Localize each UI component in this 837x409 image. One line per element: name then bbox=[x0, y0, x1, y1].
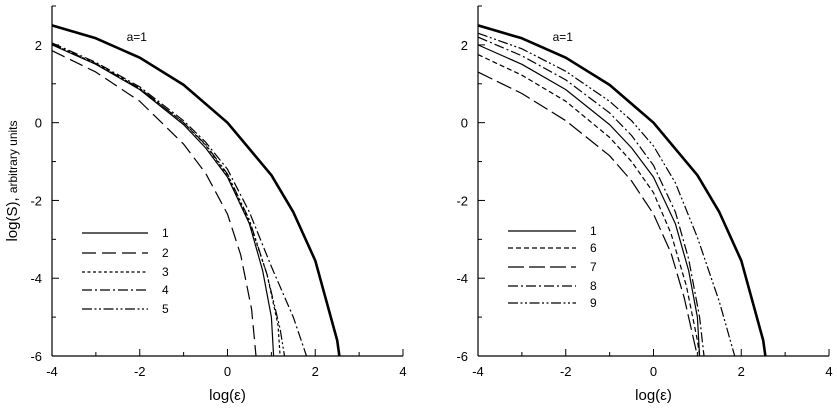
y-tick-label: 0 bbox=[35, 116, 42, 131]
legend-label-4: 4 bbox=[162, 283, 169, 297]
legend-label-8: 8 bbox=[590, 279, 597, 293]
series-line-2 bbox=[52, 50, 257, 356]
legend-label-2: 2 bbox=[162, 246, 169, 260]
series-line-a1 bbox=[478, 24, 767, 356]
series-line-9 bbox=[478, 32, 736, 356]
x-tick-label: -4 bbox=[46, 364, 58, 379]
legend-label-1: 1 bbox=[162, 226, 169, 240]
y-axis-label-main: log(S), bbox=[4, 193, 21, 241]
y-tick-label: -6 bbox=[30, 349, 42, 364]
series-line-1 bbox=[478, 44, 701, 356]
y-tick-label: -6 bbox=[456, 349, 468, 364]
y-axis-label: log(S), arbitrary units bbox=[4, 120, 21, 241]
series-group bbox=[478, 24, 767, 356]
y-axis-label-sub: arbitrary units bbox=[6, 120, 20, 193]
x-axis-label: log(ε) bbox=[635, 387, 672, 404]
legend-label-3: 3 bbox=[162, 265, 169, 279]
x-tick-label: 0 bbox=[224, 364, 231, 379]
series-line-1 bbox=[52, 44, 275, 356]
series-group bbox=[52, 24, 341, 356]
x-tick-label: -2 bbox=[560, 364, 572, 379]
x-tick-label: 2 bbox=[738, 364, 745, 379]
y-tick-label: 2 bbox=[35, 38, 42, 53]
x-tick-label: 4 bbox=[825, 364, 832, 379]
series-line-4 bbox=[52, 42, 308, 356]
legend-label-1: 1 bbox=[590, 224, 597, 238]
series-annotation: a=1 bbox=[127, 30, 148, 44]
series-line-7 bbox=[478, 71, 698, 356]
series-line-8 bbox=[478, 36, 705, 356]
chart-panel-2: -4 -2 0 2 4 2 0 -2 -4 -6 log(ε) a=1 1 6 7 8 9 bbox=[456, 5, 833, 404]
series-line-6 bbox=[478, 54, 701, 356]
y-tick-label: 0 bbox=[461, 116, 468, 131]
x-tick-label: 4 bbox=[399, 364, 406, 379]
y-tick-label: -4 bbox=[456, 271, 468, 286]
x-tick-label: 2 bbox=[312, 364, 319, 379]
y-tick-label: 2 bbox=[461, 38, 468, 53]
chart-panel-1: -4 -2 0 2 4 2 0 -2 -4 -6 log(ε) log(S), arbitrary u… bbox=[4, 5, 407, 404]
series-annotation: a=1 bbox=[553, 30, 574, 44]
legend-label-5: 5 bbox=[162, 302, 169, 316]
series-line-a1 bbox=[52, 24, 341, 356]
x-axis-label: log(ε) bbox=[209, 387, 246, 404]
y-tick-label: -2 bbox=[30, 193, 42, 208]
x-tick-label: 0 bbox=[650, 364, 657, 379]
y-tick-label: -2 bbox=[456, 193, 468, 208]
series-line-5 bbox=[52, 43, 286, 356]
x-tick-label: -2 bbox=[134, 364, 146, 379]
legend-label-9: 9 bbox=[590, 296, 597, 310]
legend-label-6: 6 bbox=[590, 241, 597, 255]
legend-label-7: 7 bbox=[590, 260, 597, 274]
y-tick-label: -4 bbox=[30, 271, 42, 286]
x-tick-label: -4 bbox=[472, 364, 484, 379]
